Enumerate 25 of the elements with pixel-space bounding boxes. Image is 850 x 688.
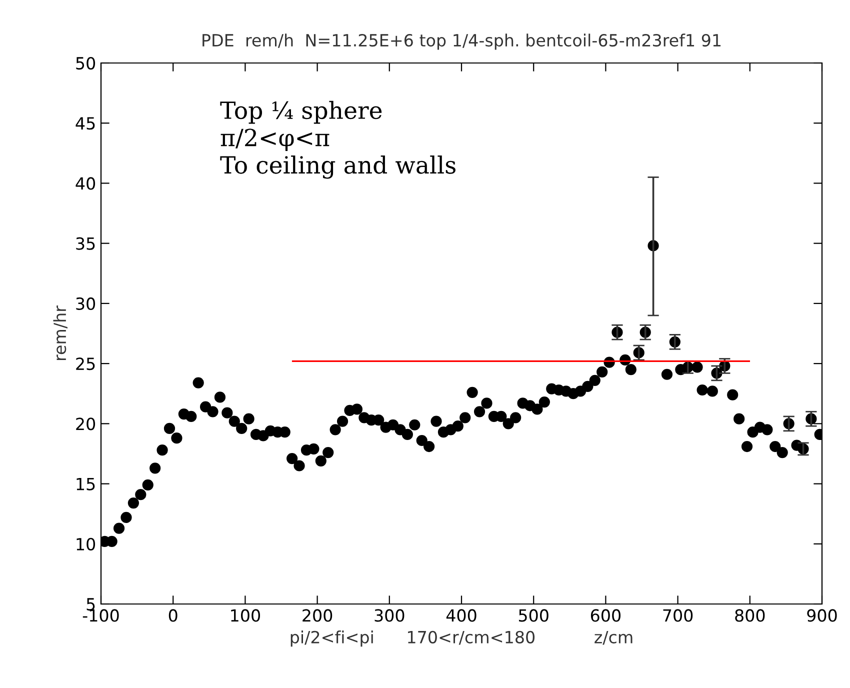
x-tick-label: 900 bbox=[807, 609, 837, 622]
y-tick-label: 25 bbox=[76, 358, 95, 370]
y-tick-label: 10 bbox=[76, 538, 96, 550]
y-tick-label: 30 bbox=[76, 297, 96, 310]
y-tick-label: 5 bbox=[86, 598, 95, 611]
x-tick-label: 400 bbox=[446, 609, 476, 622]
y-tick-label: 45 bbox=[76, 117, 95, 130]
x-tick-label: 0 bbox=[168, 609, 178, 622]
x-axis-title: pi/2<fi<pi 170<r/cm<180 z/cm bbox=[290, 630, 632, 647]
y-tick-label: 40 bbox=[76, 177, 96, 190]
x-tick-label: 500 bbox=[518, 609, 548, 622]
x-tick-label: 100 bbox=[231, 609, 260, 622]
x-tick-label: 200 bbox=[302, 609, 332, 622]
y-tick-label: 15 bbox=[76, 478, 95, 490]
x-tick-label: 300 bbox=[374, 609, 404, 622]
y-tick-label: 35 bbox=[76, 237, 95, 250]
y-tick-label: 20 bbox=[76, 418, 96, 430]
x-tick-label: -100 bbox=[82, 609, 119, 622]
x-tick-label: 600 bbox=[590, 609, 620, 622]
y-tick-label: 50 bbox=[76, 56, 96, 70]
x-tick-label: 700 bbox=[663, 609, 693, 622]
x-tick-label: 800 bbox=[735, 609, 765, 622]
annotation: Top ¼ sphere π/2<φ<π To ceiling and walls bbox=[220, 100, 456, 179]
y-axis-title: rem/hr bbox=[53, 306, 68, 360]
chart-title: PDE rem/h N=11.25E+6 top 1/4-sph. bentcoil-65-m23ref1 91 bbox=[202, 34, 721, 50]
